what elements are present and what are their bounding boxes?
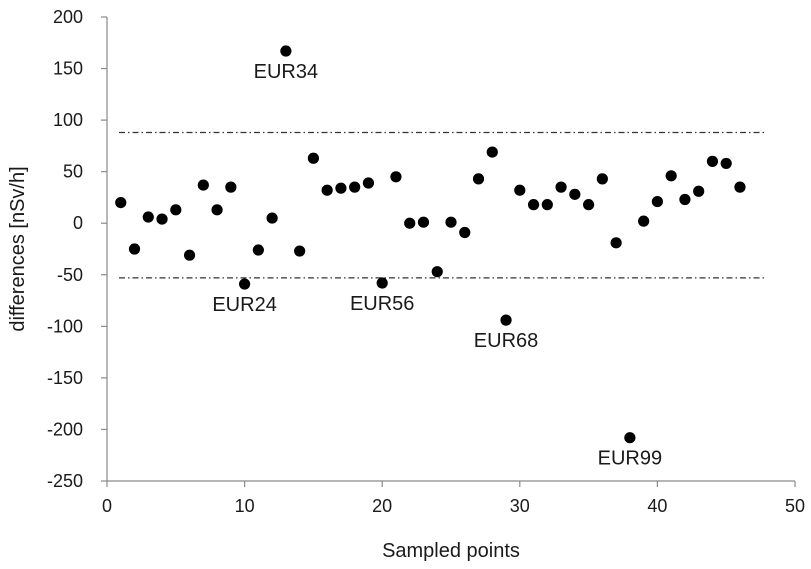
data-point — [183, 249, 196, 261]
axes — [106, 17, 795, 482]
annotation-label: EUR24 — [212, 294, 276, 316]
data-point — [362, 177, 375, 189]
data-point — [225, 181, 237, 193]
data-point — [486, 146, 498, 158]
data-point — [390, 171, 402, 183]
data-points — [115, 45, 746, 444]
data-point — [706, 155, 719, 167]
x-tick-label: 20 — [372, 496, 392, 516]
data-point — [321, 184, 333, 196]
y-axis-ticks: -250 -200 -150 -100 -50 0 50 100 150 200 — [47, 7, 107, 491]
data-point — [459, 226, 471, 239]
data-point — [638, 215, 650, 227]
data-point — [239, 278, 251, 290]
x-axis-ticks: 0 10 20 30 40 50 — [102, 481, 805, 516]
data-point — [720, 157, 732, 170]
y-tick-label: 100 — [53, 110, 83, 130]
data-point — [651, 195, 664, 208]
data-point — [252, 244, 264, 256]
data-point — [307, 152, 319, 164]
data-point — [693, 185, 705, 197]
data-point — [734, 181, 746, 193]
data-point — [349, 181, 361, 193]
data-point — [376, 277, 388, 289]
data-point — [170, 204, 182, 216]
data-point — [541, 199, 553, 211]
y-tick-label: -250 — [47, 471, 83, 491]
data-point — [115, 197, 127, 209]
data-point — [128, 243, 141, 255]
x-tick-label: 50 — [785, 496, 805, 516]
data-point — [610, 237, 622, 249]
data-point — [417, 216, 430, 228]
data-point — [197, 179, 209, 191]
y-tick-label: 150 — [53, 59, 83, 79]
data-point — [624, 432, 636, 444]
annotation-label: EUR68 — [474, 330, 538, 352]
data-point — [445, 216, 457, 228]
data-point — [294, 245, 306, 257]
x-tick-label: 40 — [647, 496, 667, 516]
y-tick-label: -100 — [47, 316, 83, 336]
x-tick-label: 30 — [510, 496, 530, 516]
data-point — [500, 314, 512, 326]
y-tick-label: 200 — [53, 7, 83, 27]
annotation-label: EUR99 — [598, 448, 662, 470]
annotation-label: EUR56 — [350, 293, 414, 315]
y-tick-label: 0 — [73, 213, 83, 233]
data-point — [514, 184, 526, 196]
data-point — [266, 212, 278, 224]
data-point — [596, 173, 608, 185]
annotations: EUR34 EUR24 EUR56 EUR68 EUR99 — [212, 61, 662, 470]
data-point — [156, 213, 168, 225]
x-axis-title: Sampled points — [382, 540, 520, 562]
data-point — [335, 182, 347, 194]
y-tick-label: 50 — [63, 162, 83, 182]
x-tick-label: 10 — [235, 496, 255, 516]
annotation-label: EUR34 — [254, 61, 318, 83]
y-tick-label: -150 — [47, 368, 83, 388]
data-point — [569, 188, 581, 200]
data-point — [679, 193, 691, 206]
y-tick-label: -50 — [57, 265, 83, 285]
y-tick-label: -200 — [47, 419, 83, 439]
x-tick-label: 0 — [102, 496, 112, 516]
data-point — [583, 199, 595, 211]
y-axis-title: differences [nSv/h] — [7, 166, 29, 331]
data-point — [211, 204, 223, 216]
data-point — [555, 181, 567, 193]
data-point — [431, 266, 443, 278]
data-point — [280, 45, 292, 57]
data-point — [527, 199, 540, 211]
data-point — [404, 217, 416, 229]
data-point — [142, 211, 154, 223]
data-point — [665, 170, 677, 182]
reference-lines — [119, 131, 767, 279]
data-point — [472, 173, 485, 185]
